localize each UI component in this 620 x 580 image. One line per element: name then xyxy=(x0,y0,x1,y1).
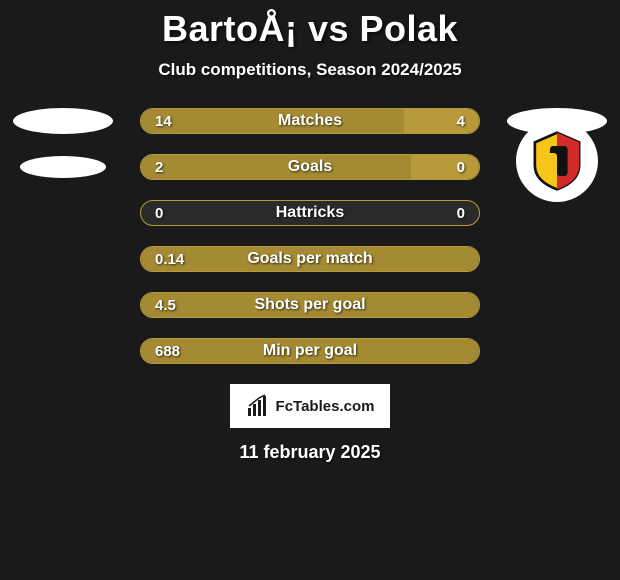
stat-row: Hattricks0 0 xyxy=(8,200,612,226)
stat-value-left: 0 xyxy=(155,201,163,225)
fctables-logo: FcTables.com xyxy=(230,384,390,428)
stat-label: Goals xyxy=(141,155,479,179)
stat-row: Goals per match0.14 xyxy=(8,246,612,272)
stat-label: Min per goal xyxy=(141,339,479,363)
stat-row: Shots per goal4.5 xyxy=(8,292,612,318)
stat-row: Goals2 0 xyxy=(8,154,612,180)
stat-bar: Goals2 0 xyxy=(140,154,480,180)
stat-bar: Min per goal688 xyxy=(140,338,480,364)
club-badge-right xyxy=(516,120,598,202)
stat-bar: Shots per goal4.5 xyxy=(140,292,480,318)
stat-value-left: 4.5 xyxy=(155,293,176,317)
stat-value-left: 0.14 xyxy=(155,247,184,271)
stat-value-left: 14 xyxy=(155,109,172,133)
stat-value-right: 0 xyxy=(457,201,465,225)
left-avatar-slot xyxy=(8,156,118,178)
stat-value-right: 4 xyxy=(457,109,465,133)
right-avatar-slot xyxy=(502,126,612,208)
stat-value-left: 688 xyxy=(155,339,180,363)
stat-bar: Matches14 4 xyxy=(140,108,480,134)
left-avatar-slot xyxy=(8,108,118,134)
player-avatar-left xyxy=(13,108,113,134)
stat-label: Goals per match xyxy=(141,247,479,271)
stats-comparison-container: BartoÅ¡ vs Polak Club competitions, Seas… xyxy=(0,0,620,463)
stat-bar: Goals per match0.14 xyxy=(140,246,480,272)
stat-value-left: 2 xyxy=(155,155,163,179)
stat-label: Hattricks xyxy=(141,201,479,225)
page-subtitle: Club competitions, Season 2024/2025 xyxy=(8,60,612,108)
stat-label: Shots per goal xyxy=(141,293,479,317)
player-avatar-left xyxy=(20,156,106,178)
stat-value-right: 0 xyxy=(457,155,465,179)
date-text: 11 february 2025 xyxy=(8,442,612,463)
stat-bar: Hattricks0 0 xyxy=(140,200,480,226)
page-title: BartoÅ¡ vs Polak xyxy=(8,0,612,60)
chart-icon xyxy=(246,394,270,418)
stat-label: Matches xyxy=(141,109,479,133)
stat-row: Min per goal688 xyxy=(8,338,612,364)
stats-rows: Matches144Goals20 Hattricks00Goals per m… xyxy=(8,108,612,364)
logo-text: FcTables.com xyxy=(276,398,375,415)
